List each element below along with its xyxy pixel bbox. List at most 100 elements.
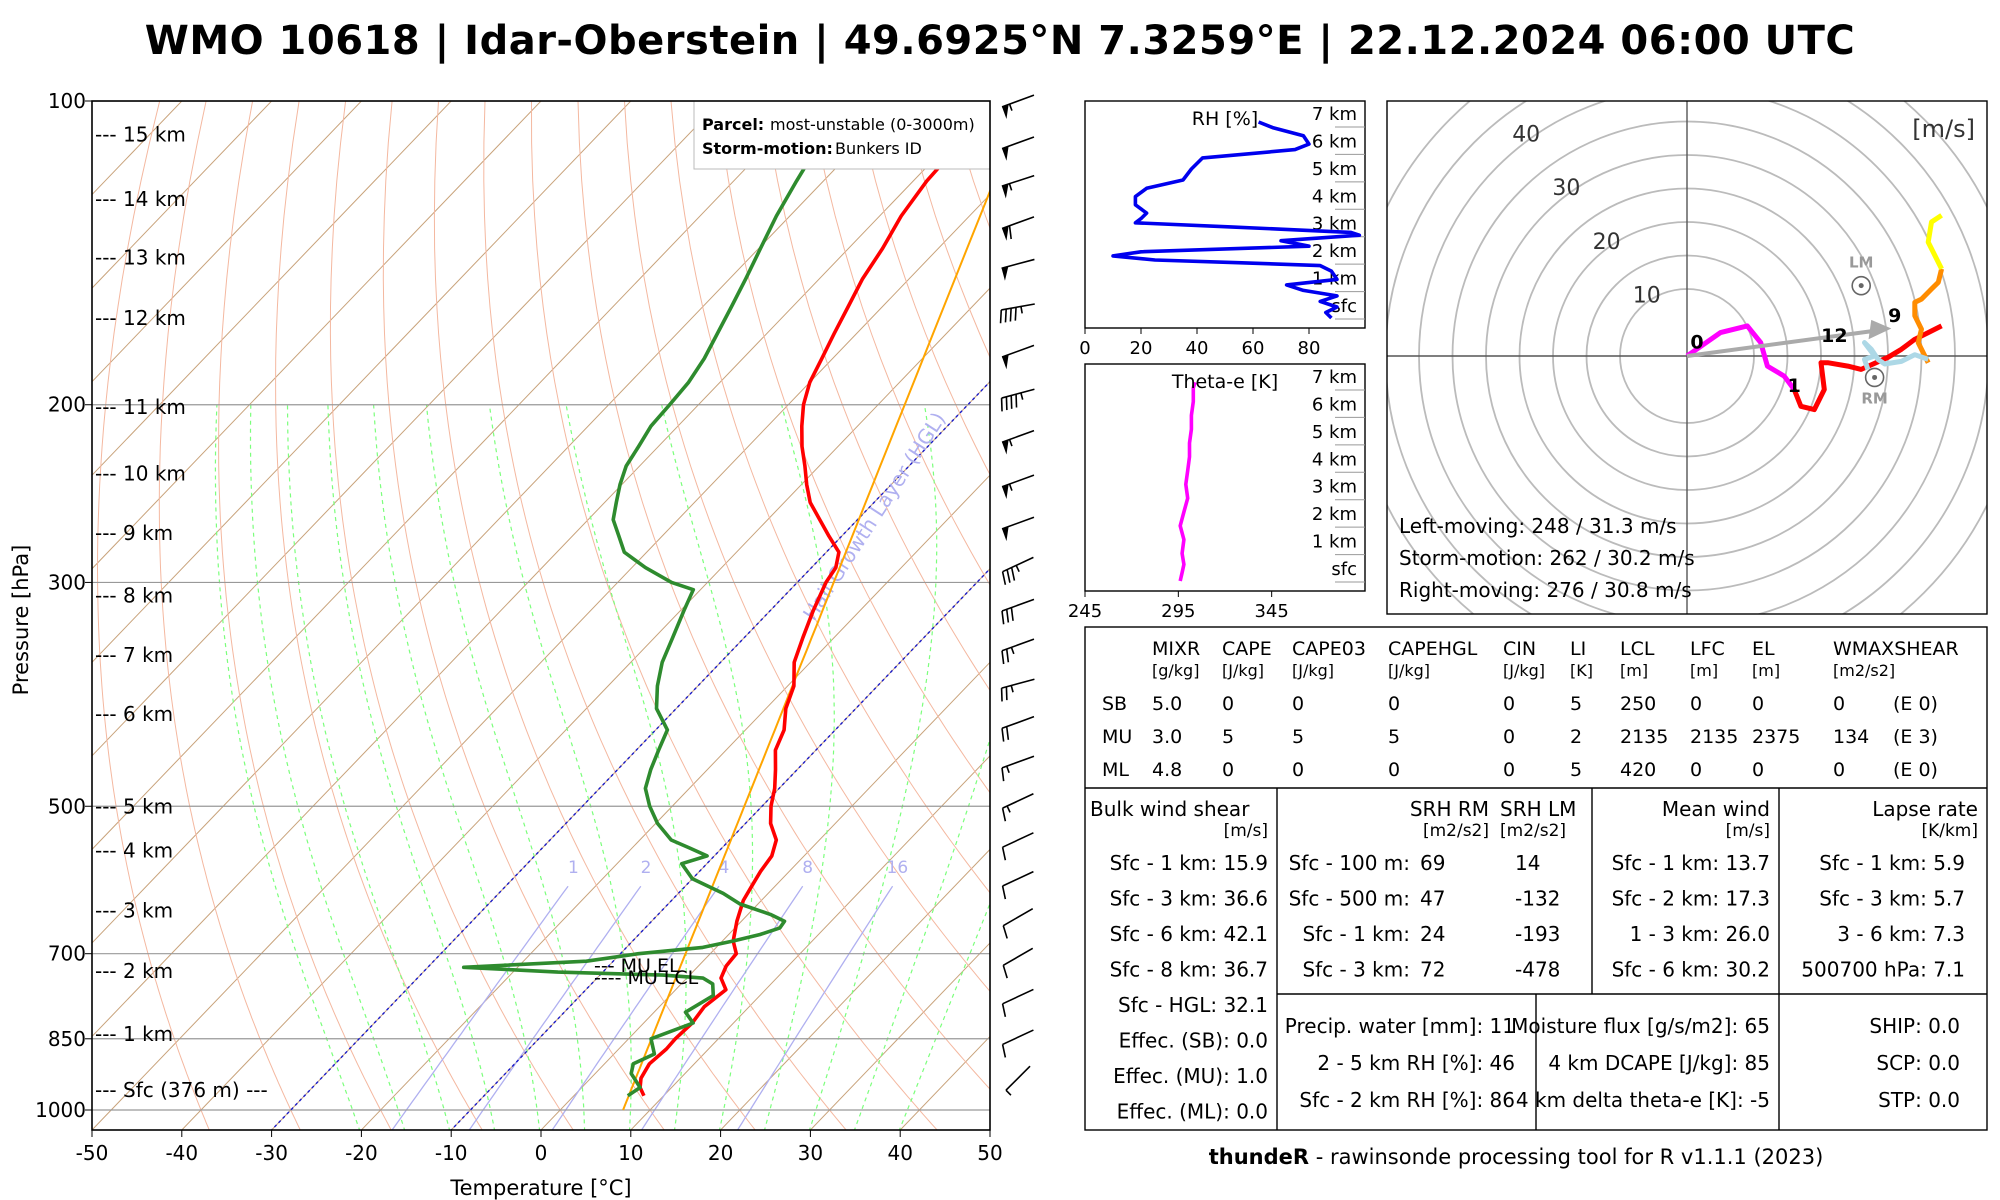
dry-adiabat bbox=[530, 101, 938, 1130]
y-tick-label: 100 bbox=[48, 89, 86, 113]
wind-barb bbox=[1001, 136, 1035, 161]
height-label: 5 km bbox=[1312, 159, 1357, 180]
hodograph-label: 1 bbox=[1788, 375, 1801, 397]
height-label: sfc bbox=[1331, 296, 1357, 317]
lapse-rate-title: Lapse rate bbox=[1872, 797, 1978, 821]
param-value: 5 bbox=[1222, 726, 1234, 748]
srh-rm-value: 72 bbox=[1420, 958, 1445, 982]
param-value: 0 bbox=[1752, 693, 1764, 715]
height-label: --- 10 km bbox=[95, 462, 186, 486]
hodograph-segment bbox=[1685, 323, 1797, 391]
temperature-line bbox=[638, 111, 990, 1097]
param-value: 5 bbox=[1292, 726, 1304, 748]
mixing-ratio-label: 2 bbox=[641, 858, 652, 878]
level-marker-label: ---- MU LCL bbox=[594, 967, 699, 989]
wind-barb bbox=[1001, 793, 1034, 822]
lapse-rate-row: Sfc - 3 km: 5.7 bbox=[1819, 887, 1965, 911]
param-value: 0 bbox=[1503, 759, 1515, 781]
x-tick-label: 60 bbox=[1242, 338, 1265, 359]
wind-barb bbox=[1001, 94, 1035, 120]
param-header: CAPE bbox=[1222, 638, 1272, 660]
hodograph-segment bbox=[1791, 323, 1943, 413]
hodograph-label: 12 bbox=[1821, 325, 1847, 347]
param-value: 4.8 bbox=[1152, 759, 1182, 781]
dry-adiabat bbox=[577, 101, 990, 1090]
param-value: 0 bbox=[1388, 759, 1400, 781]
profile-frame bbox=[1084, 100, 1366, 329]
y-axis-label: Pressure [hPa] bbox=[9, 545, 33, 696]
height-label: 4 km bbox=[1312, 186, 1357, 207]
param-value: 0 bbox=[1752, 759, 1764, 781]
param-value: (E 0) bbox=[1893, 693, 1938, 715]
param-header: MIXR bbox=[1152, 638, 1200, 660]
ring-label: 30 bbox=[1552, 176, 1580, 201]
parcel-value: most-unstable (0-3000m) bbox=[770, 115, 975, 134]
srh-lm-value: -478 bbox=[1515, 958, 1560, 982]
bunkers-marker-dot bbox=[1872, 374, 1878, 380]
bunkers-marker bbox=[1864, 367, 1885, 388]
wind-barb bbox=[1001, 174, 1035, 199]
storm-motion-info: Left-moving: 248 / 31.3 m/s bbox=[1399, 514, 1677, 538]
wind-barbs bbox=[999, 94, 1035, 1096]
height-label: 2 km bbox=[1312, 241, 1357, 262]
wind-barb bbox=[1002, 907, 1034, 939]
param-value: 134 bbox=[1833, 726, 1869, 748]
x-tick-label: 345 bbox=[1254, 601, 1288, 622]
moist-adiabat bbox=[808, 404, 938, 1130]
wind-barb bbox=[1001, 344, 1035, 370]
bulk-shear-row: Effec. (ML): 0.0 bbox=[1117, 1100, 1268, 1124]
moist-adiabat bbox=[763, 404, 835, 1130]
parameter-tables: MIXR CAPE CAPE03 CAPEHGL CIN LI LCL LFC EL WMAXSH… bbox=[1084, 626, 1988, 1131]
wind-barb bbox=[1001, 516, 1035, 542]
hodograph-label: 0 bbox=[1690, 332, 1703, 354]
moist-adiabat bbox=[373, 404, 541, 1130]
lapse-rate-row: Sfc - 1 km: 5.9 bbox=[1819, 851, 1965, 875]
lapse-rate-row: 500700 hPa: 7.1 bbox=[1801, 958, 1965, 982]
height-label: --- 11 km bbox=[95, 395, 186, 419]
mean-wind-unit: [m/s] bbox=[1726, 821, 1770, 841]
height-label: --- 13 km bbox=[95, 246, 186, 270]
moisture-row: 2 - 5 km RH [%]: 46 bbox=[1317, 1051, 1515, 1075]
param-value: 2135 bbox=[1620, 726, 1668, 748]
bunkers-label: LM bbox=[1849, 254, 1874, 272]
param-header: CIN bbox=[1503, 638, 1536, 660]
bulk-shear-row: Sfc - 1 km: 15.9 bbox=[1110, 851, 1268, 875]
lapse-rate-unit: [K/km] bbox=[1921, 821, 1978, 841]
height-label: --- 8 km bbox=[95, 583, 173, 607]
wind-barb bbox=[1001, 638, 1035, 665]
level-marker-label: --- MU EL bbox=[594, 955, 680, 977]
ring-label: 40 bbox=[1512, 123, 1540, 148]
storm-motion-label: Storm-motion: bbox=[702, 139, 833, 158]
bulk-shear-row: Sfc - 6 km: 42.1 bbox=[1110, 922, 1268, 946]
theta-e-profile-panel: 7 km 6 km 5 km 4 km 3 km 2 km 1 km sfc Theta-e [… bbox=[1068, 363, 1366, 622]
moist-adiabat bbox=[214, 404, 361, 1130]
srh-row-label: Sfc - 1 km: bbox=[1302, 922, 1410, 946]
x-tick-label: 0 bbox=[535, 1141, 548, 1165]
height-label: 6 km bbox=[1312, 131, 1357, 152]
storm-motion-value: Bunkers ID bbox=[835, 139, 922, 158]
dry-adiabat bbox=[382, 101, 665, 1130]
wind-barb bbox=[999, 303, 1035, 324]
x-tick-label: -20 bbox=[345, 1141, 378, 1165]
param-unit: [g/kg] bbox=[1152, 661, 1199, 680]
wind-barb bbox=[1000, 388, 1035, 412]
isotherm bbox=[92, 101, 452, 476]
srh-lm-value: 14 bbox=[1515, 851, 1540, 875]
y-tick-label: 200 bbox=[48, 393, 86, 417]
param-value: 250 bbox=[1620, 693, 1656, 715]
param-row-label: SB bbox=[1102, 693, 1127, 715]
param-value: (E 0) bbox=[1893, 759, 1938, 781]
param-unit: [m2/s2] bbox=[1833, 661, 1895, 680]
wind-barb bbox=[1002, 947, 1034, 979]
y-tick-label: 300 bbox=[48, 570, 86, 594]
param-unit: [J/kg] bbox=[1292, 661, 1334, 680]
mixing-ratio-line bbox=[391, 885, 569, 1130]
y-tick-label: 700 bbox=[48, 942, 86, 966]
moisture-row: Sfc - 2 km RH [%]: 86 bbox=[1299, 1088, 1515, 1112]
param-value: 0 bbox=[1292, 693, 1304, 715]
height-label: --- 12 km bbox=[95, 306, 186, 330]
isotherm bbox=[360, 474, 990, 1130]
param-header: EL bbox=[1752, 638, 1775, 660]
